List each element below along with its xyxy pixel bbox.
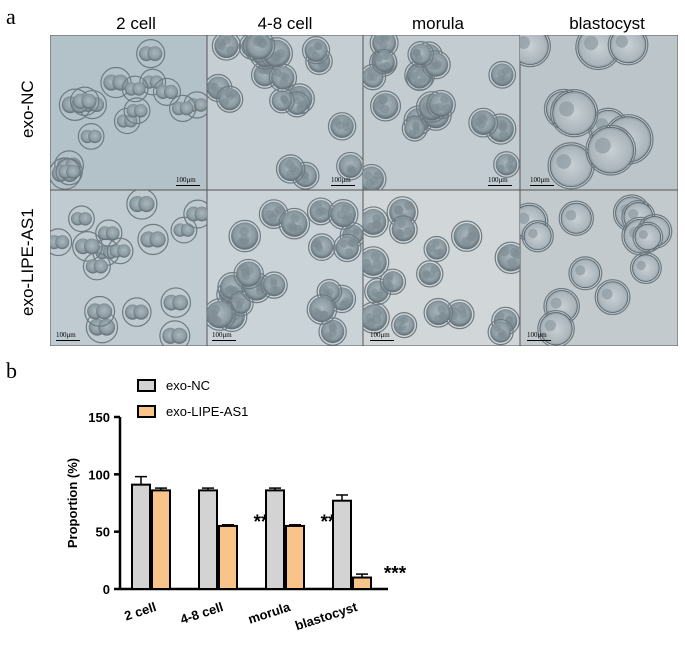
- bar-exo-lipe-as1-morula: [285, 524, 305, 590]
- bar-exo-lipe-as1-4-8-cell: [218, 524, 238, 590]
- row-header-exo-lipe-as1: exo-LIPE-AS1: [18, 208, 37, 316]
- row-header-exo-nc: exo-NC: [18, 80, 37, 138]
- x-tick-label: morula: [246, 599, 293, 627]
- scale-bar-label: 100μm: [56, 331, 76, 339]
- column-header-morula: morula: [412, 14, 464, 33]
- scale-bar-label: 100μm: [331, 176, 351, 184]
- y-axis-label: Proportion (%): [65, 458, 80, 548]
- scale-bar: 100μm: [530, 176, 554, 186]
- significance-marker: ***: [384, 564, 407, 585]
- legend-swatch: [137, 405, 156, 418]
- scale-bar: 100μm: [488, 176, 512, 186]
- x-tick-label: 2 cell: [122, 599, 158, 623]
- micrograph-tiles: [50, 35, 678, 346]
- bar-exo-nc-2-cell: [131, 483, 151, 590]
- bar-exo-nc-blastocyst: [332, 499, 352, 590]
- y-tick-label: 100: [88, 467, 110, 482]
- scale-bar-label: 100μm: [527, 331, 547, 339]
- column-header-2-cell: 2 cell: [116, 14, 156, 33]
- y-tick-label: 150: [88, 410, 110, 425]
- scale-bar: 100μm: [56, 331, 80, 341]
- column-header-4-8-cell: 4-8 cell: [257, 14, 313, 33]
- scale-bar-label: 100μm: [488, 176, 508, 184]
- panel-a-label: a: [6, 4, 16, 29]
- x-tick-label: 4-8 cell: [178, 599, 225, 627]
- y-tick-label: 50: [96, 525, 110, 540]
- legend-label: exo-LIPE-AS1: [166, 404, 248, 419]
- micrograph-grid: 100μm 100μm 100μm 100μm 100μm 100μm 100μ…: [50, 35, 678, 346]
- bar-exo-nc-morula: [265, 489, 285, 591]
- legend-swatch: [137, 379, 156, 392]
- column-header-blastocyst: blastocyst: [569, 14, 645, 33]
- x-tick-label: blastocyst: [293, 599, 359, 633]
- bar-exo-lipe-as1-2-cell: [151, 489, 171, 591]
- scale-bar: 100μm: [176, 176, 200, 186]
- scale-bar: 100μm: [331, 176, 355, 186]
- panel-b-label: b: [6, 358, 17, 383]
- scale-bar: 100μm: [212, 331, 236, 341]
- y-tick-label: 0: [103, 582, 110, 597]
- scale-bar-label: 100μm: [176, 176, 196, 184]
- legend-label: exo-NC: [166, 378, 210, 393]
- bar-exo-lipe-as1-blastocyst: [352, 576, 372, 591]
- scale-bar: 100μm: [370, 331, 394, 341]
- bar-exo-nc-4-8-cell: [198, 489, 218, 591]
- scale-bar-label: 100μm: [212, 331, 232, 339]
- scale-bar: 100μm: [527, 331, 551, 341]
- scale-bar-label: 100μm: [530, 176, 550, 184]
- scale-bar-label: 100μm: [370, 331, 390, 339]
